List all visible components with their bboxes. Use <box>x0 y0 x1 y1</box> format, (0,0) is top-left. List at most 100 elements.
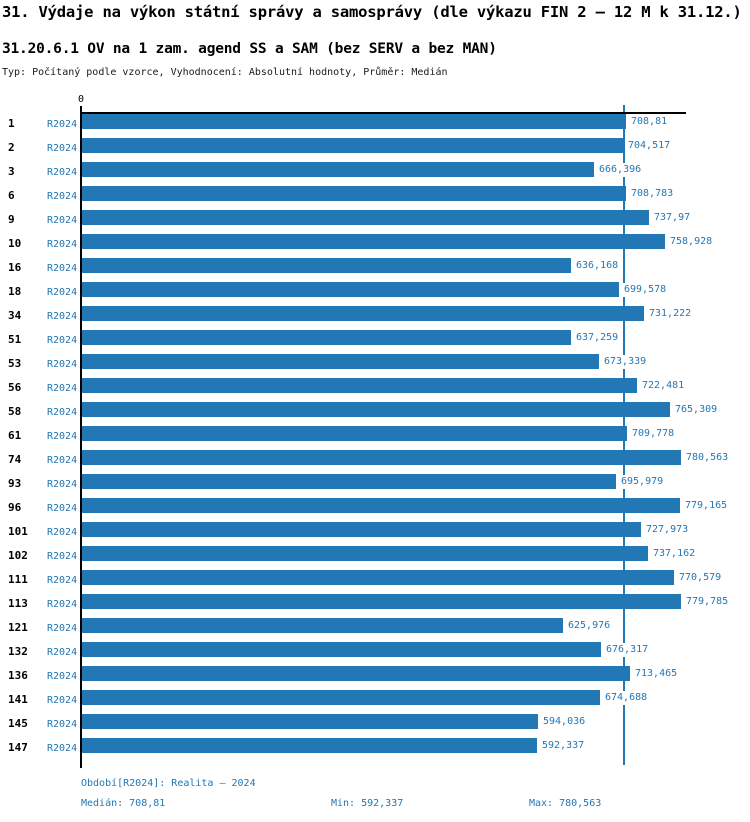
footer-min: Min: 592,337 <box>331 798 404 809</box>
row-category-label: 9 <box>8 213 15 226</box>
row-category-label: 93 <box>8 477 22 490</box>
chart-row: 93 R2024 695,979 <box>0 473 750 497</box>
bar <box>82 138 623 153</box>
row-series-label: R2024 <box>47 719 78 730</box>
bar-value-label: 737,162 <box>652 547 697 561</box>
bar <box>82 162 594 177</box>
bar <box>82 738 537 753</box>
bar-value-label: 765,309 <box>674 403 719 417</box>
chart-row: 61 R2024 709,778 <box>0 425 750 449</box>
row-series-label: R2024 <box>47 575 78 586</box>
row-series-label: R2024 <box>47 479 78 490</box>
bar <box>82 474 616 489</box>
chart-row: 3 R2024 666,396 <box>0 161 750 185</box>
chart-row: 34 R2024 731,222 <box>0 305 750 329</box>
bar <box>82 714 538 729</box>
bar <box>82 666 630 681</box>
row-series-label: R2024 <box>47 383 78 394</box>
bar <box>82 594 681 609</box>
chart-row: 10 R2024 758,928 <box>0 233 750 257</box>
chart-row: 56 R2024 722,481 <box>0 377 750 401</box>
row-category-label: 56 <box>8 381 22 394</box>
bar-value-label: 758,928 <box>669 235 714 249</box>
row-category-label: 141 <box>8 693 28 706</box>
chart-row: 16 R2024 636,168 <box>0 257 750 281</box>
bar-value-label: 695,979 <box>620 475 665 489</box>
chart-row: 121 R2024 625,976 <box>0 617 750 641</box>
chart-row: 102 R2024 737,162 <box>0 545 750 569</box>
row-series-label: R2024 <box>47 647 78 658</box>
row-category-label: 2 <box>8 141 15 154</box>
chart-row: 145 R2024 594,036 <box>0 713 750 737</box>
row-category-label: 34 <box>8 309 22 322</box>
row-category-label: 136 <box>8 669 28 682</box>
chart-row: 132 R2024 676,317 <box>0 641 750 665</box>
y-axis-line <box>80 106 82 768</box>
row-category-label: 53 <box>8 357 22 370</box>
chart-row: 1 R2024 708,81 <box>0 113 750 137</box>
bar <box>82 234 665 249</box>
row-series-label: R2024 <box>47 167 78 178</box>
chart-row: 101 R2024 727,973 <box>0 521 750 545</box>
footer-period: Období[R2024]: Realita – 2024 <box>81 778 256 789</box>
footer-max: Max: 780,563 <box>529 798 602 809</box>
bar-value-label: 625,976 <box>567 619 612 633</box>
bar <box>82 114 626 129</box>
chart-row: 136 R2024 713,465 <box>0 665 750 689</box>
bar <box>82 690 600 705</box>
row-category-label: 58 <box>8 405 22 418</box>
chart-row: 58 R2024 765,309 <box>0 401 750 425</box>
row-series-label: R2024 <box>47 311 78 322</box>
row-category-label: 1 <box>8 117 15 130</box>
bar <box>82 498 680 513</box>
bar-value-label: 713,465 <box>634 667 679 681</box>
bar-value-label: 779,785 <box>685 595 730 609</box>
row-category-label: 101 <box>8 525 28 538</box>
chart-row: 6 R2024 708,783 <box>0 185 750 209</box>
row-category-label: 16 <box>8 261 22 274</box>
row-category-label: 147 <box>8 741 28 754</box>
row-category-label: 145 <box>8 717 28 730</box>
bar <box>82 618 563 633</box>
bar-value-label: 592,337 <box>541 739 586 753</box>
bar-value-label: 666,396 <box>598 163 643 177</box>
chart-row: 113 R2024 779,785 <box>0 593 750 617</box>
bar-value-label: 731,222 <box>648 307 693 321</box>
row-series-label: R2024 <box>47 623 78 634</box>
chart-row: 51 R2024 637,259 <box>0 329 750 353</box>
chart-row: 2 R2024 704,517 <box>0 137 750 161</box>
row-series-label: R2024 <box>47 431 78 442</box>
row-series-label: R2024 <box>47 335 78 346</box>
row-series-label: R2024 <box>47 455 78 466</box>
bar <box>82 570 674 585</box>
bar-value-label: 770,579 <box>678 571 723 585</box>
row-series-label: R2024 <box>47 527 78 538</box>
bar-value-label: 699,578 <box>623 283 668 297</box>
bar-value-label: 594,036 <box>542 715 587 729</box>
row-series-label: R2024 <box>47 551 78 562</box>
x-axis-line <box>81 112 686 114</box>
bar-value-label: 708,783 <box>630 187 675 201</box>
row-category-label: 3 <box>8 165 15 178</box>
row-series-label: R2024 <box>47 143 78 154</box>
bar-value-label: 709,778 <box>631 427 676 441</box>
chart-row: 53 R2024 673,339 <box>0 353 750 377</box>
bar <box>82 402 670 417</box>
row-category-label: 10 <box>8 237 22 250</box>
row-category-label: 51 <box>8 333 22 346</box>
row-series-label: R2024 <box>47 239 78 250</box>
bar <box>82 306 644 321</box>
chart-row: 147 R2024 592,337 <box>0 737 750 761</box>
row-series-label: R2024 <box>47 359 78 370</box>
bar <box>82 378 637 393</box>
bar-value-label: 737,97 <box>653 211 692 225</box>
row-series-label: R2024 <box>47 215 78 226</box>
chart-row: 96 R2024 779,165 <box>0 497 750 521</box>
axis-zero-tick-label: 0 <box>77 94 85 105</box>
bar-value-label: 780,563 <box>685 451 730 465</box>
bar <box>82 354 599 369</box>
bar-value-label: 722,481 <box>641 379 686 393</box>
bar <box>82 282 619 297</box>
bar <box>82 642 601 657</box>
